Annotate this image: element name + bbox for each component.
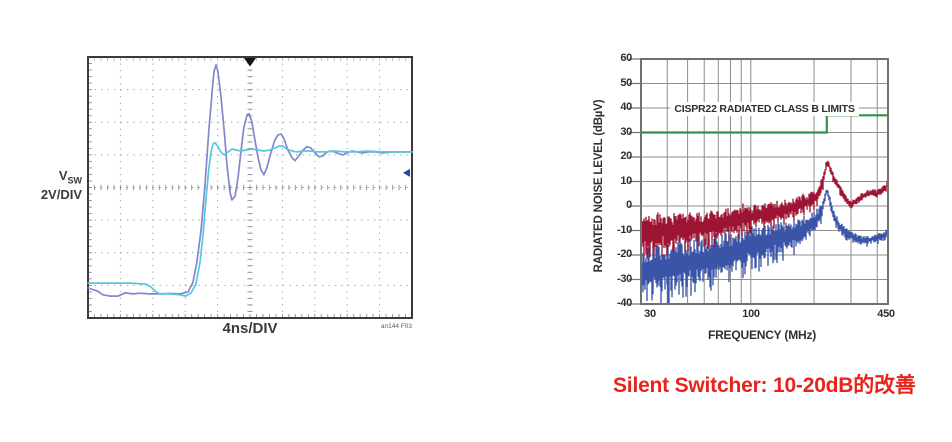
emi-y-tick-label: -20 <box>617 248 632 260</box>
emi-spectrum-chart <box>629 58 889 305</box>
emi-y-tick-label: 30 <box>620 125 632 138</box>
emi-x-axis-title: FREQUENCY (MHz) <box>707 328 817 342</box>
scope-trace-conventional-regulator-vsw-ringing <box>87 63 413 297</box>
emi-y-tick-label: 20 <box>620 150 632 162</box>
scope-trace-silent-switcher-vsw-clean <box>87 141 413 297</box>
emi-y-axis-title: RADIATED NOISE LEVEL (dBµV) <box>593 99 605 273</box>
emi-x-tick-450: 450 <box>877 308 895 320</box>
emi-y-tick-label: 10 <box>620 174 632 187</box>
emi-x-tick-100: 100 <box>742 308 760 320</box>
emi-y-tick-label: 50 <box>620 76 632 89</box>
cispr-limit-annotation: CISPR22 RADIATED CLASS B LIMITS <box>641 99 888 117</box>
emi-y-tick-label: -30 <box>617 272 632 285</box>
oscilloscope-chart <box>87 56 413 319</box>
emi-y-tick-label: -40 <box>617 297 632 309</box>
emi-frame <box>640 58 889 305</box>
scope-figure-note: an144 F03 <box>380 323 412 330</box>
emi-x-tick-30: 30 <box>644 308 656 320</box>
scope-trigger-marker <box>244 58 256 67</box>
scope-volts-per-div: 2V/DIV <box>40 186 82 202</box>
scope-time-per-div: 4ns/DIV <box>222 320 278 337</box>
cispr-limit-annotation-text: CISPR22 RADIATED CLASS B LIMITS <box>670 102 859 116</box>
scope-channel-symbol: V <box>58 168 68 183</box>
scope-frame <box>87 56 413 319</box>
caption-silent-switcher: Silent Switcher: 10-20dB的改善 <box>613 374 916 397</box>
emi-y-tick-label: 60 <box>620 52 632 64</box>
scope-level-marker <box>403 168 410 177</box>
emi-y-tick-label: 40 <box>620 101 632 113</box>
scope-vertical-scale-label: VSW 2V/DIV <box>24 169 82 202</box>
scope-channel-subscript: SW <box>67 175 83 186</box>
emi-y-tick-label: -10 <box>617 223 632 236</box>
emi-y-tick-label: 0 <box>626 199 632 211</box>
